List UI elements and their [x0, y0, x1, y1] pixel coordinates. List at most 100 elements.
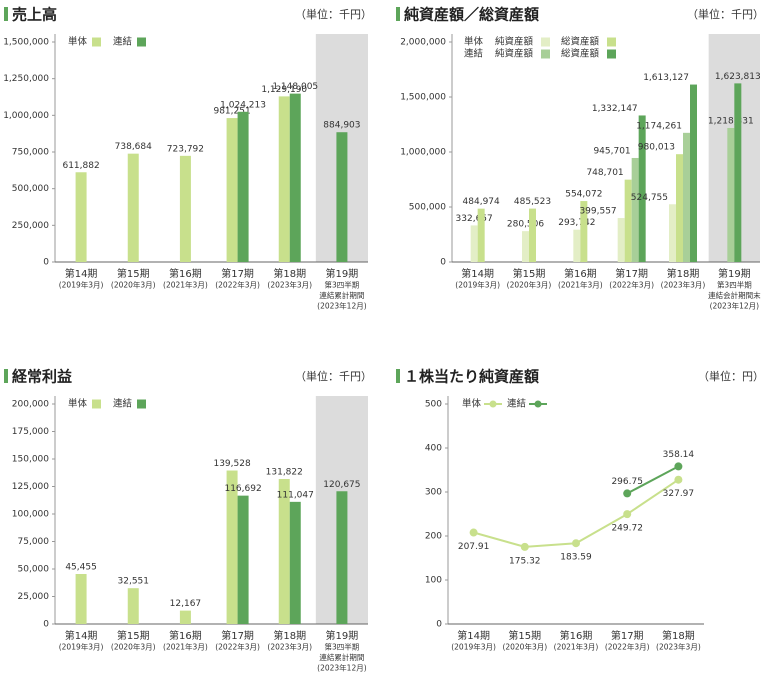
y-tick-label: 175,000	[12, 427, 49, 437]
value-label: 738,684	[115, 142, 152, 152]
y-tick-label: 750,000	[12, 148, 49, 158]
point	[520, 542, 529, 551]
value-label: 399,557	[579, 207, 616, 217]
point	[623, 510, 632, 519]
x-tick-label: 第15期	[508, 629, 541, 642]
x-tick-label: 第14期	[65, 267, 98, 280]
x-tick-label: 第17期	[221, 267, 254, 280]
x-tick-label: 第19期	[326, 267, 359, 280]
bar	[237, 111, 249, 262]
legend-label: 単体	[68, 398, 88, 410]
x-tick-label: 第18期	[273, 267, 306, 280]
x-tick-label: (2023年3月)	[661, 280, 706, 290]
unit-label: （単位：円）	[698, 369, 764, 383]
x-tick-label: (2021年3月)	[554, 642, 599, 652]
value-label: 884,903	[323, 121, 360, 131]
point	[674, 475, 683, 484]
y-tick-label: 500	[425, 400, 442, 410]
x-tick-label: 第19期	[326, 629, 359, 642]
value-label: 296.75	[611, 477, 643, 487]
x-tick-label: (2021年3月)	[163, 642, 208, 652]
title-marker	[4, 7, 8, 21]
y-tick-label: 500,000	[12, 184, 49, 194]
value-label: 327.97	[663, 489, 695, 499]
chart-title: 経常利益	[12, 368, 72, 386]
value-label: 981,251	[213, 107, 250, 117]
line	[473, 478, 679, 548]
value-label: 1,623,813	[715, 72, 761, 82]
bar	[127, 153, 139, 262]
x-tick-label: 第15期	[117, 629, 150, 642]
x-tick-label: 第14期	[461, 267, 494, 280]
title-marker	[4, 369, 8, 383]
value-label: 293,742	[558, 218, 595, 228]
y-tick-label: 75,000	[18, 537, 50, 547]
x-tick-label: 第19期	[718, 267, 751, 280]
legend-swatch	[607, 49, 616, 59]
x-tick-label: (2020年3月)	[111, 642, 156, 652]
x-tick-label: 第16期	[169, 267, 202, 280]
bar	[573, 229, 581, 262]
bar	[226, 470, 238, 624]
value-label: 484,974	[463, 197, 500, 207]
x-tick-label: 第15期	[513, 267, 546, 280]
legend-swatch	[541, 49, 550, 59]
chart-panel: 経常利益 （単位：千円） 0 25,000 50,000 75,000 100,000 125…	[4, 368, 372, 673]
x-tick-label: 第18期	[662, 629, 695, 642]
value-label: 280,506	[507, 220, 544, 230]
y-tick-label: 100,000	[12, 510, 49, 520]
x-tick-label: 第14期	[65, 629, 98, 642]
point	[623, 489, 632, 498]
unit-label: （単位：千円）	[687, 7, 764, 21]
legend-label: 連結	[113, 398, 133, 410]
x-tick-label: 第14期	[457, 629, 490, 642]
bar	[289, 93, 301, 262]
x-tick-label: (2022年3月)	[215, 280, 260, 290]
value-label: 554,072	[565, 190, 602, 200]
point	[572, 539, 580, 548]
x-tick-label: (2019年3月)	[59, 280, 104, 290]
line	[626, 465, 679, 495]
bar	[683, 132, 690, 262]
y-tick-label: 2,000,000	[400, 38, 446, 48]
x-tick-label: 第17期	[615, 267, 648, 280]
value-label: 139,528	[213, 459, 250, 469]
bar	[522, 231, 529, 262]
legend-group: 単体	[464, 36, 484, 48]
bar	[179, 155, 191, 262]
legend-group: 連結	[464, 48, 484, 60]
x-tick-label: 第16期	[169, 629, 202, 642]
x-tick-label: 第18期	[667, 267, 700, 280]
bar	[278, 96, 290, 262]
bar	[669, 204, 676, 262]
bar	[237, 495, 249, 624]
x-tick-label: (2023年3月)	[267, 280, 312, 290]
bar	[617, 218, 625, 262]
value-label: 116,692	[224, 484, 261, 494]
legend-swatch	[541, 37, 550, 47]
value-label: 945,701	[593, 146, 630, 156]
bar	[734, 83, 742, 262]
y-tick-label: 150,000	[12, 455, 49, 465]
value-label: 45,455	[65, 562, 97, 572]
chart-title: 売上高	[12, 6, 57, 24]
y-tick-label: 0	[43, 620, 49, 630]
legend-label: 連結	[507, 398, 527, 410]
x-tick-label: (2019年3月)	[59, 642, 104, 652]
x-tick-label: 第16期	[564, 267, 597, 280]
y-tick-label: 300	[425, 488, 442, 498]
bar	[278, 478, 290, 624]
y-tick-label: 400	[425, 444, 442, 454]
value-label: 748,701	[586, 168, 623, 178]
y-tick-label: 250,000	[12, 221, 49, 231]
y-tick-label: 0	[43, 258, 49, 268]
bar	[75, 172, 87, 262]
x-tick-label: 第15期	[117, 267, 150, 280]
bar	[631, 157, 639, 262]
y-tick-label: 1,500,000	[3, 38, 49, 48]
y-tick-label: 50,000	[18, 565, 50, 575]
legend-label: 単体	[68, 36, 88, 48]
chart-panel: 売上高 （単位：千円） 0 250,000 500,000 750,000 1,000,00…	[3, 6, 372, 311]
bar	[289, 501, 301, 624]
